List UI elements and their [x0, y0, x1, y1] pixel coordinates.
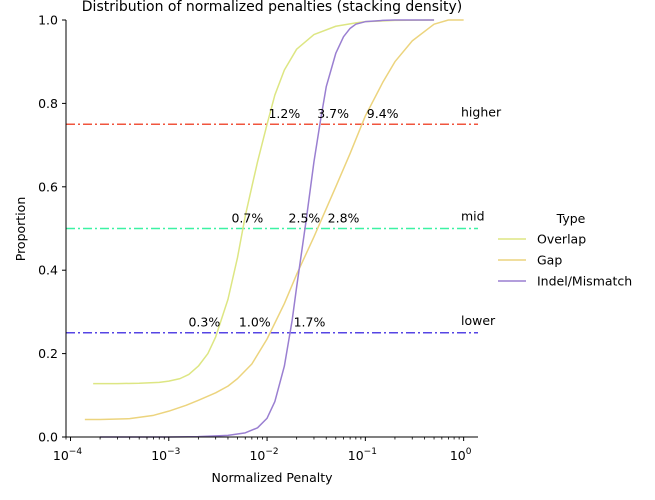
x-tick-label: 10−2	[249, 447, 278, 463]
percentage-annotation: 9.4%	[367, 106, 399, 121]
plot-area: higher mid lower 1.2% 3.7% 9.4% 0.7% 2.5% 2.8% 0.…	[38, 13, 502, 464]
percentage-annotation: 2.8%	[328, 210, 360, 225]
legend-entry-label: Indel/Mismatch	[537, 274, 632, 289]
x-tick-label: 10−1	[348, 447, 377, 463]
percentage-annotation: 1.2%	[268, 106, 300, 121]
legend: Type Overlap Gap Indel/Mismatch	[498, 211, 632, 289]
y-tick-label: 0.8	[38, 96, 58, 111]
y-tick-label: 0.2	[38, 346, 58, 361]
percentage-annotation: 2.5%	[289, 210, 321, 225]
y-tick-label: 0.6	[38, 179, 58, 194]
y-tick-label: 0.4	[38, 263, 58, 278]
series-line-gap	[84, 19, 464, 421]
x-tick-label-exponent: 0	[466, 447, 472, 457]
reference-line-label: mid	[461, 209, 485, 224]
reference-line-label: lower	[461, 313, 496, 328]
chart-title: Distribution of normalized penalties (st…	[82, 0, 462, 15]
x-tick-label-base: 10	[53, 448, 69, 463]
x-axis-label: Normalized Penalty	[212, 470, 334, 485]
percentage-annotation: 0.7%	[231, 210, 263, 225]
reference-line-label: higher	[461, 104, 502, 119]
series-line-overlap	[93, 19, 435, 385]
x-tick-label: 10−3	[151, 447, 180, 463]
y-tick-label: 0.0	[38, 430, 58, 445]
x-tick-label-base: 10	[348, 448, 364, 463]
legend-entry-label: Gap	[537, 253, 562, 268]
y-axis-label: Proportion	[13, 197, 28, 262]
x-tick-label: 10−4	[53, 447, 82, 463]
legend-title: Type	[556, 211, 586, 226]
percentage-annotation: 1.0%	[239, 315, 271, 330]
y-tick-label: 1.0	[38, 13, 58, 28]
x-tick-label-exponent: −3	[167, 447, 180, 457]
x-tick-label-base: 10	[450, 448, 466, 463]
x-tick-label-base: 10	[151, 448, 167, 463]
percentage-annotation: 3.7%	[317, 106, 349, 121]
x-tick-label: 100	[450, 447, 472, 463]
percentage-annotation: 1.7%	[294, 315, 326, 330]
legend-entry-label: Overlap	[537, 232, 586, 247]
series-line-indel-mismatch	[100, 19, 435, 438]
x-tick-label-exponent: −1	[364, 447, 377, 457]
x-tick-label-exponent: −2	[265, 447, 278, 457]
x-tick-label-base: 10	[249, 448, 265, 463]
percentage-annotation: 0.3%	[188, 315, 220, 330]
x-tick-label-exponent: −4	[69, 447, 83, 457]
